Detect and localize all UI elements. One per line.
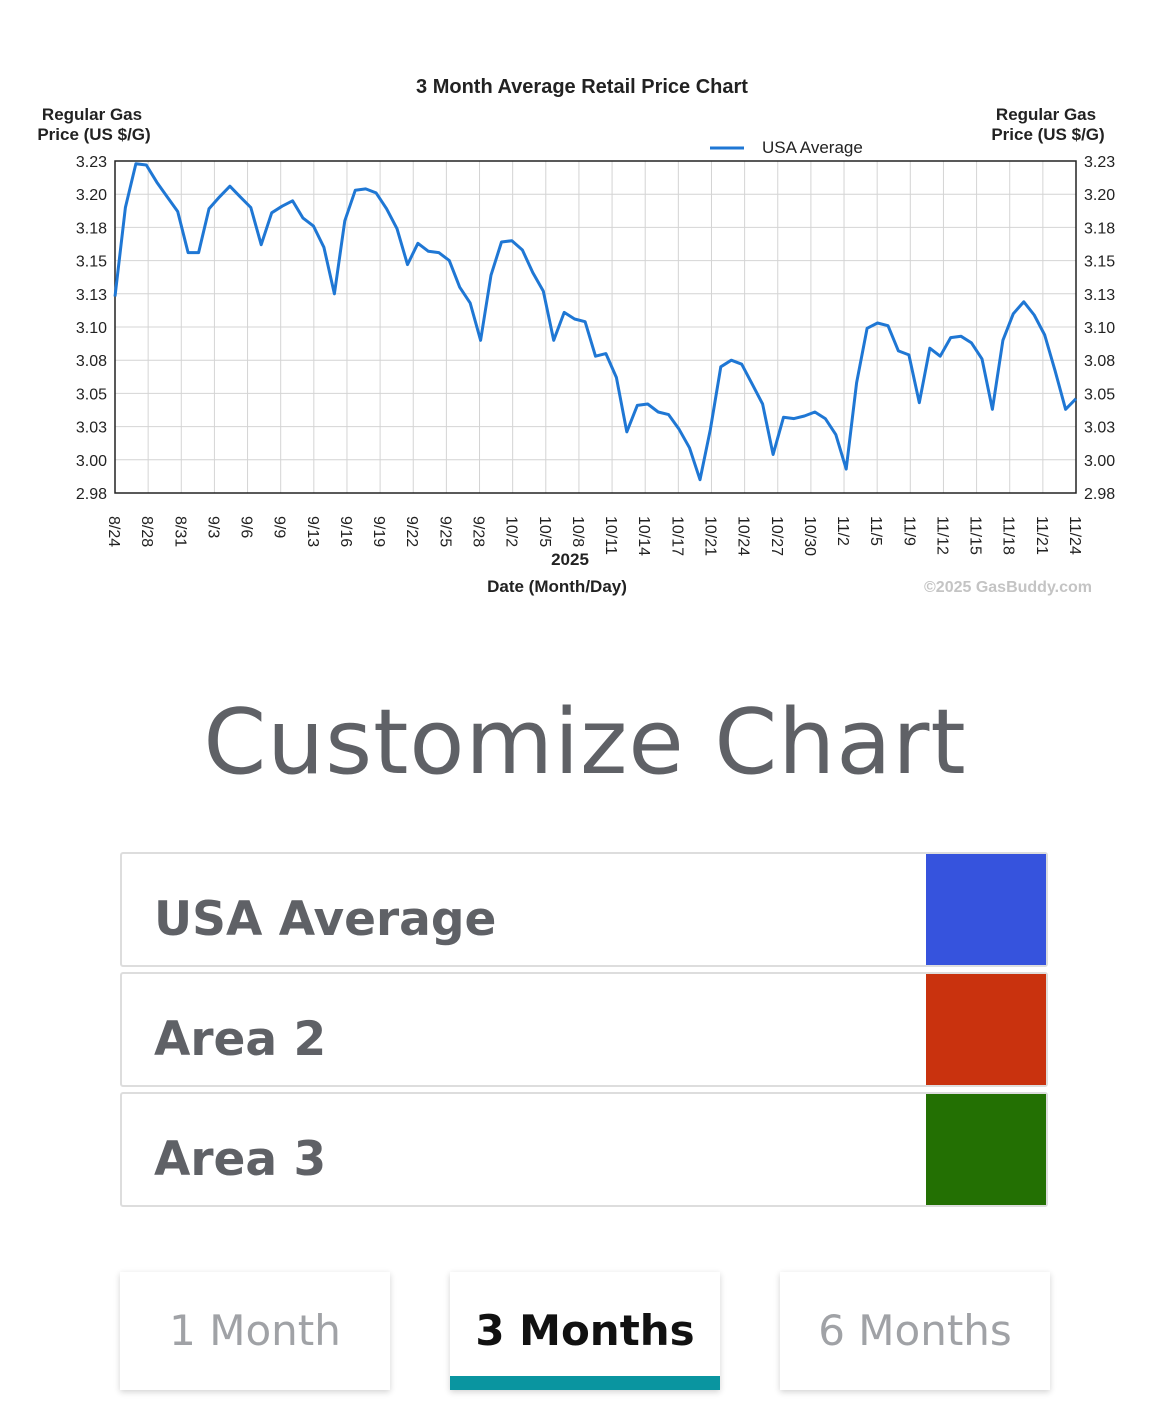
color-swatch[interactable] bbox=[926, 1094, 1046, 1205]
series-line-usa-average bbox=[113, 162, 1078, 482]
range-button-6-months[interactable]: 6 Months bbox=[780, 1272, 1050, 1390]
x-tick-label: 9/9 bbox=[271, 516, 288, 538]
x-tick-label: 10/17 bbox=[668, 516, 685, 556]
legend-label-usa-average: USA Average bbox=[762, 138, 863, 157]
y-tick-label-left: 2.98 bbox=[76, 486, 107, 503]
y-tick-label-left: 3.13 bbox=[76, 287, 107, 304]
x-tick-label: 11/2 bbox=[834, 516, 851, 546]
x-tick-label: 8/31 bbox=[171, 516, 188, 547]
x-axis-year-label: 2025 bbox=[551, 550, 589, 569]
y-tick-label-right: 3.00 bbox=[1084, 453, 1115, 470]
area-row-area-3[interactable]: Area 3 bbox=[120, 1092, 1048, 1207]
x-tick-label: 11/24 bbox=[1066, 516, 1083, 555]
y-tick-label-left: 3.03 bbox=[76, 420, 107, 437]
x-tick-label: 9/19 bbox=[370, 516, 387, 547]
y-tick-label-left: 3.05 bbox=[76, 386, 107, 403]
customize-chart-title: Customize Chart bbox=[203, 690, 967, 795]
y-tick-label-right: 3.15 bbox=[1084, 254, 1115, 271]
y-tick-label-left: 3.20 bbox=[76, 187, 107, 204]
x-tick-label: 9/16 bbox=[337, 516, 354, 547]
x-tick-label: 11/21 bbox=[1033, 516, 1050, 555]
y-tick-label-left: 3.23 bbox=[76, 154, 107, 171]
x-tick-label: 9/25 bbox=[436, 516, 453, 547]
price-chart: 8/24 8/28 8/31 9/3 9/6 9/9 9/13 9/16 9/19 9/22 9/2… bbox=[0, 0, 1170, 640]
range-label: 6 Months bbox=[818, 1306, 1012, 1355]
y-axis-label-left-line2: Price (US $/G) bbox=[37, 125, 150, 144]
range-button-3-months[interactable]: 3 Months bbox=[450, 1272, 720, 1390]
x-tick-label: 10/5 bbox=[536, 516, 553, 547]
range-label: 1 Month bbox=[169, 1306, 341, 1355]
x-tick-label: 10/24 bbox=[735, 516, 752, 556]
x-tick-label: 10/14 bbox=[635, 516, 652, 556]
y-tick-label-right: 3.05 bbox=[1084, 386, 1115, 403]
y-tick-label-left: 3.00 bbox=[76, 453, 107, 470]
y-tick-label-right: 2.98 bbox=[1084, 486, 1115, 503]
plot-frame bbox=[114, 160, 1077, 494]
y-tick-label-right: 3.20 bbox=[1084, 187, 1115, 204]
y-axis-label-left-line1: Regular Gas bbox=[42, 105, 142, 124]
area-label: Area 3 bbox=[154, 1132, 327, 1187]
x-tick-label: 10/8 bbox=[569, 516, 586, 547]
x-axis-label: Date (Month/Day) bbox=[487, 577, 627, 596]
x-tick-label: 11/5 bbox=[867, 516, 884, 546]
area-row-area-2[interactable]: Area 2 bbox=[120, 972, 1048, 1087]
y-tick-label-right: 3.10 bbox=[1084, 320, 1115, 337]
copyright-text: ©2025 GasBuddy.com bbox=[924, 579, 1092, 596]
color-swatch[interactable] bbox=[926, 974, 1046, 1085]
y-tick-label-right: 3.03 bbox=[1084, 420, 1115, 437]
x-tick-label: 10/2 bbox=[503, 516, 520, 547]
x-tick-label: 9/22 bbox=[403, 516, 420, 547]
area-label: USA Average bbox=[154, 892, 497, 947]
area-label: Area 2 bbox=[154, 1012, 327, 1067]
y-tick-label-left: 3.15 bbox=[76, 254, 107, 271]
range-button-1-month[interactable]: 1 Month bbox=[120, 1272, 390, 1390]
x-tick-label: 9/13 bbox=[304, 516, 321, 547]
x-tick-label: 11/9 bbox=[900, 516, 917, 546]
x-tick-label: 11/18 bbox=[1000, 516, 1017, 555]
y-axis-label-right-line1: Regular Gas bbox=[996, 105, 1096, 124]
y-tick-label-left: 3.10 bbox=[76, 320, 107, 337]
range-label: 3 Months bbox=[475, 1306, 695, 1355]
x-tick-label: 10/11 bbox=[602, 516, 619, 555]
x-tick-label: 8/24 bbox=[105, 516, 122, 547]
price-chart-svg: 8/24 8/28 8/31 9/3 9/6 9/9 9/13 9/16 9/19 9/22 9/2… bbox=[37, 76, 1115, 596]
x-tick-label: 9/3 bbox=[204, 516, 221, 538]
y-tick-label-right: 3.23 bbox=[1084, 154, 1115, 171]
chart-title: 3 Month Average Retail Price Chart bbox=[416, 76, 748, 98]
x-tick-label: 9/6 bbox=[238, 516, 255, 538]
y-tick-label-right: 3.08 bbox=[1084, 353, 1115, 370]
y-tick-label-left: 3.08 bbox=[76, 353, 107, 370]
color-swatch[interactable] bbox=[926, 854, 1046, 965]
y-tick-label-left: 3.18 bbox=[76, 220, 107, 237]
x-tick-label: 11/15 bbox=[967, 516, 984, 555]
x-tick-label: 10/30 bbox=[801, 516, 818, 556]
selected-underline bbox=[450, 1376, 720, 1390]
x-tick-label: 11/12 bbox=[933, 516, 950, 555]
x-tick-label: 10/21 bbox=[701, 516, 718, 556]
x-tick-label: 8/28 bbox=[138, 516, 155, 547]
y-tick-label-right: 3.13 bbox=[1084, 287, 1115, 304]
area-row-usa-average[interactable]: USA Average bbox=[120, 852, 1048, 967]
x-tick-label: 10/27 bbox=[768, 516, 785, 556]
y-tick-label-right: 3.18 bbox=[1084, 220, 1115, 237]
x-tick-label: 9/28 bbox=[470, 516, 487, 547]
y-axis-label-right-line2: Price (US $/G) bbox=[991, 125, 1104, 144]
